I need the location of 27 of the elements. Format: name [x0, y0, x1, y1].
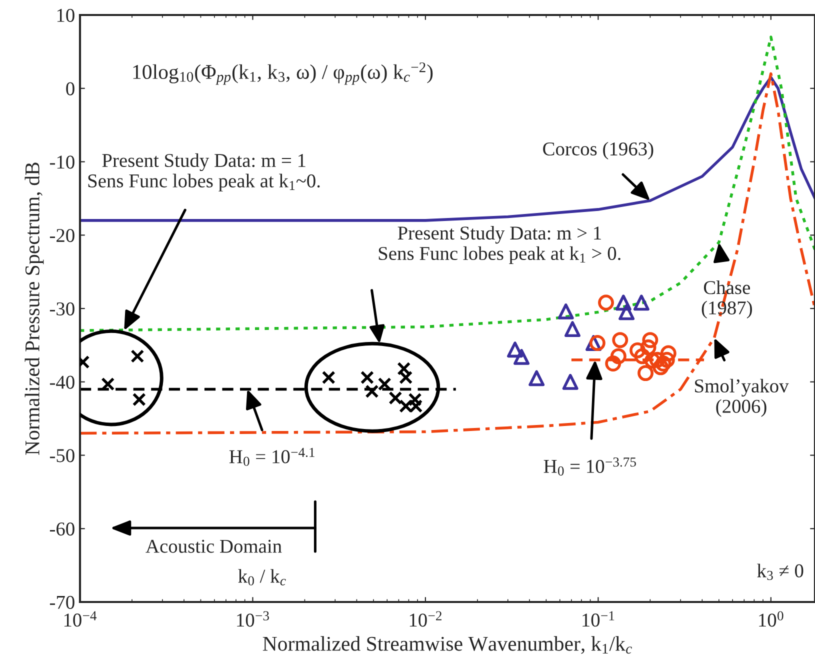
x-axis-title: Normalized Streamwise Wavenumber, k$_{1}$/k$_{c}$	[262, 636, 632, 654]
annotation: Present Study Data: m = 1 Sens Func lobes peak at k$_{1}$~0.	[88, 153, 320, 192]
y-tick-label: 0	[66, 82, 74, 96]
y-axis-title: Normalized Pressure Spectrum, dB	[24, 162, 44, 455]
y-tick-label: 10	[57, 8, 74, 22]
x-tick-label: 10$^{−3}$	[237, 611, 269, 627]
annotation: k$_{3}$ ≠ 0	[757, 564, 804, 580]
annotation: Present Study Data: m > 1 Sens Func lobes peak at k$_{1}$ > 0.	[378, 226, 620, 264]
y-tick-label: -40	[50, 376, 74, 389]
x-tick-label: 10$^{−1}$	[582, 611, 614, 627]
text: 10log$_{10}$(Φ$_{pp}$(k$_{1}$, k$_{3}$, ω) / φ$_{pp}$(ω) k$_{c}$$^{−2}$)	[133, 62, 433, 85]
annotation: Chase (1987)	[702, 280, 752, 318]
x-tick-label: 10$^{−2}$	[410, 611, 442, 627]
x-tick-label: 10$^{−4}$	[64, 611, 97, 627]
y-tick-label: -10	[50, 156, 74, 169]
y-tick-label: -30	[50, 302, 74, 316]
x-tick-label: 10$^{0}$	[759, 611, 784, 627]
y-tick-label: -50	[50, 449, 74, 462]
annotation: Smol’yakov (2006)	[695, 378, 789, 417]
annotation: H$_{0}$ = 10$^{−4.1}$	[229, 448, 314, 466]
y-tick-label: -20	[50, 228, 74, 242]
y-tick-label: -70	[50, 596, 74, 609]
y-tick-label: -60	[50, 522, 74, 536]
ref-line-label: k$_{0}$ / k$_{c}$	[238, 569, 286, 586]
annotation: Corcos (1963)	[543, 142, 654, 160]
annotation: H$_{0}$ = 10$^{−3.75}$	[544, 458, 636, 476]
annotation: Acoustic Domain	[146, 540, 282, 553]
